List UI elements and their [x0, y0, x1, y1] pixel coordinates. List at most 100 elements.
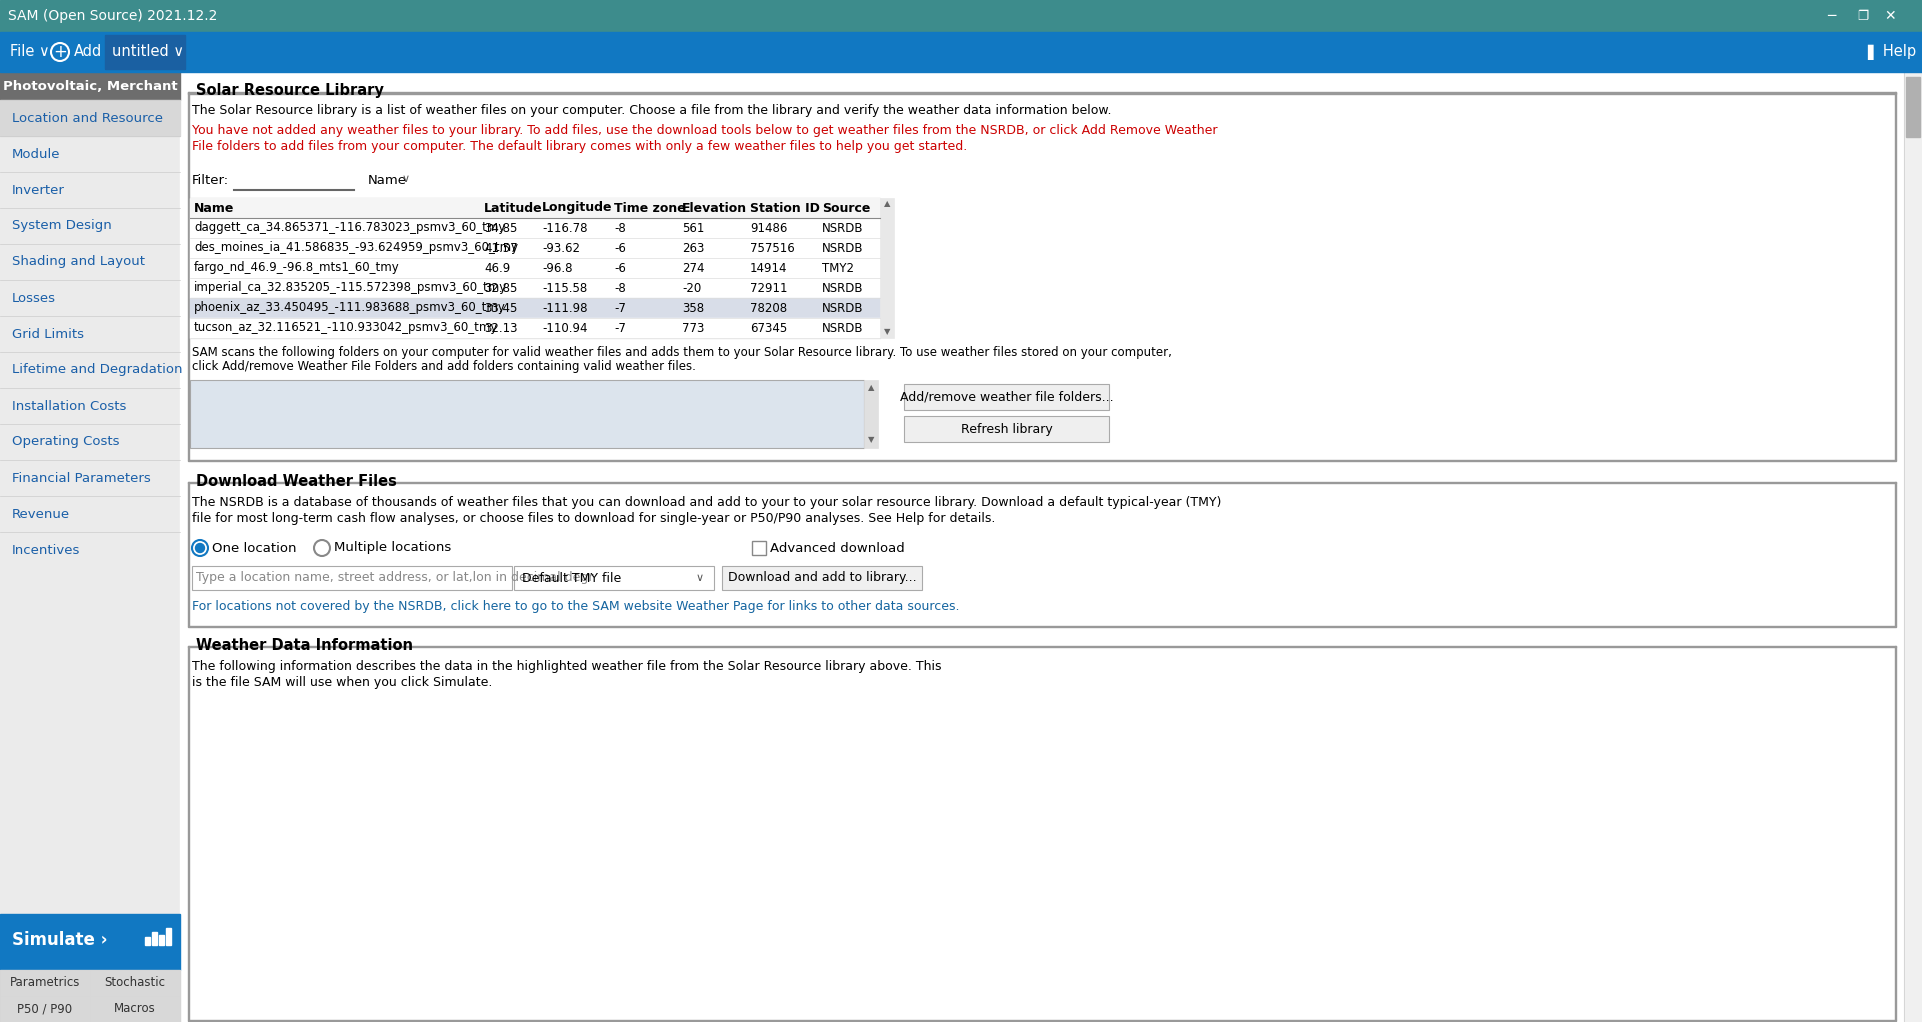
- Text: Inverter: Inverter: [12, 184, 65, 196]
- Text: 263: 263: [682, 241, 703, 254]
- Text: Multiple locations: Multiple locations: [334, 542, 452, 555]
- Text: Grid Limits: Grid Limits: [12, 327, 85, 340]
- Bar: [192, 566, 511, 590]
- Text: System Design: System Design: [12, 220, 111, 232]
- Text: 91486: 91486: [750, 222, 788, 234]
- Bar: [0, 914, 181, 970]
- Text: Name: Name: [367, 174, 407, 187]
- Text: Macros: Macros: [113, 1003, 156, 1016]
- Bar: [181, 72, 1905, 1022]
- Text: NSRDB: NSRDB: [823, 301, 863, 315]
- Bar: [90, 996, 181, 1022]
- Bar: [1907, 77, 1920, 137]
- Bar: [190, 258, 880, 278]
- Text: +: +: [54, 43, 67, 61]
- Bar: [165, 928, 171, 945]
- Text: click Add/remove Weather File Folders and add folders containing valid weather f: click Add/remove Weather File Folders an…: [192, 360, 696, 373]
- Bar: [160, 935, 163, 945]
- Text: File folders to add files from your computer. The default library comes with onl: File folders to add files from your comp…: [192, 140, 967, 153]
- Text: 78208: 78208: [750, 301, 788, 315]
- Bar: [0, 100, 181, 136]
- Bar: [188, 92, 1895, 94]
- Text: des_moines_ia_41.586835_-93.624959_psmv3_60_tmy: des_moines_ia_41.586835_-93.624959_psmv3…: [194, 241, 519, 254]
- Text: NSRDB: NSRDB: [823, 241, 863, 254]
- Text: 46.9: 46.9: [484, 262, 509, 275]
- Text: Refresh library: Refresh library: [961, 422, 1053, 435]
- Text: Lifetime and Degradation: Lifetime and Degradation: [12, 364, 183, 376]
- Text: fargo_nd_46.9_-96.8_mts1_60_tmy: fargo_nd_46.9_-96.8_mts1_60_tmy: [194, 262, 400, 275]
- Text: Time zone: Time zone: [613, 201, 686, 215]
- Text: Type a location name, street address, or lat,lon in decimal degr: Type a location name, street address, or…: [196, 571, 594, 585]
- Text: Parametrics: Parametrics: [10, 976, 81, 989]
- Bar: [106, 35, 185, 69]
- Bar: [190, 318, 880, 338]
- Text: file for most long-term cash flow analyses, or choose files to download for sing: file for most long-term cash flow analys…: [192, 512, 996, 525]
- Text: Station ID: Station ID: [750, 201, 821, 215]
- Circle shape: [192, 540, 208, 556]
- Text: Location and Resource: Location and Resource: [12, 111, 163, 125]
- Text: 72911: 72911: [750, 281, 788, 294]
- Text: TMY2: TMY2: [823, 262, 853, 275]
- Text: Download Weather Files: Download Weather Files: [196, 473, 396, 489]
- Text: Latitude: Latitude: [484, 201, 542, 215]
- Text: 274: 274: [682, 262, 705, 275]
- Text: ▼: ▼: [884, 327, 890, 336]
- Text: Add/remove weather file folders...: Add/remove weather file folders...: [899, 390, 1113, 404]
- Text: ▼: ▼: [867, 435, 875, 445]
- Text: The following information describes the data in the highlighted weather file fro: The following information describes the …: [192, 660, 942, 673]
- Text: imperial_ca_32.835205_-115.572398_psmv3_60_tmy: imperial_ca_32.835205_-115.572398_psmv3_…: [194, 281, 507, 294]
- Text: Revenue: Revenue: [12, 508, 69, 520]
- Text: Simulate ›: Simulate ›: [12, 931, 108, 949]
- Bar: [880, 198, 894, 338]
- Bar: [90, 970, 181, 996]
- Text: ▲: ▲: [867, 383, 875, 392]
- Text: Stochastic: Stochastic: [104, 976, 165, 989]
- Text: One location: One location: [211, 542, 296, 555]
- Bar: [0, 72, 181, 100]
- Bar: [190, 380, 865, 448]
- Text: Photovoltaic, Merchant: Photovoltaic, Merchant: [2, 80, 177, 93]
- Text: Installation Costs: Installation Costs: [12, 400, 127, 413]
- Text: -7: -7: [613, 301, 627, 315]
- Text: Weather Data Information: Weather Data Information: [196, 638, 413, 652]
- Text: Losses: Losses: [12, 291, 56, 305]
- Text: Source: Source: [823, 201, 871, 215]
- Bar: [152, 932, 158, 945]
- Bar: [190, 238, 880, 258]
- Text: -96.8: -96.8: [542, 262, 573, 275]
- Text: -116.78: -116.78: [542, 222, 588, 234]
- Text: Operating Costs: Operating Costs: [12, 435, 119, 449]
- Text: -115.58: -115.58: [542, 281, 588, 294]
- Text: ∨: ∨: [402, 174, 409, 184]
- Text: 33.45: 33.45: [484, 301, 517, 315]
- Bar: [865, 380, 878, 448]
- Text: You have not added any weather files to your library. To add files, use the down: You have not added any weather files to …: [192, 124, 1217, 137]
- Text: ▌ Help: ▌ Help: [1866, 44, 1916, 60]
- Text: 358: 358: [682, 301, 703, 315]
- Text: Advanced download: Advanced download: [771, 542, 905, 555]
- Text: 757516: 757516: [750, 241, 796, 254]
- Text: P50 / P90: P50 / P90: [17, 1003, 73, 1016]
- Text: ─: ─: [1828, 9, 1836, 24]
- Text: 14914: 14914: [750, 262, 788, 275]
- Text: ∨: ∨: [696, 573, 703, 583]
- Bar: [144, 937, 150, 945]
- Bar: [190, 298, 880, 318]
- Text: Financial Parameters: Financial Parameters: [12, 471, 150, 484]
- Bar: [1905, 72, 1922, 1022]
- Text: -8: -8: [613, 222, 627, 234]
- Text: Add: Add: [75, 45, 102, 59]
- Text: Download and add to library...: Download and add to library...: [728, 571, 917, 585]
- Text: -6: -6: [613, 241, 627, 254]
- Text: phoenix_az_33.450495_-111.983688_psmv3_60_tmy: phoenix_az_33.450495_-111.983688_psmv3_6…: [194, 301, 505, 315]
- Text: -111.98: -111.98: [542, 301, 588, 315]
- Bar: [903, 384, 1109, 410]
- Bar: [0, 72, 181, 1022]
- Text: NSRDB: NSRDB: [823, 281, 863, 294]
- Text: SAM scans the following folders on your computer for valid weather files and add: SAM scans the following folders on your …: [192, 346, 1172, 359]
- Text: Module: Module: [12, 147, 60, 160]
- Text: untitled ∨: untitled ∨: [111, 45, 185, 59]
- Text: 34.85: 34.85: [484, 222, 517, 234]
- Bar: [190, 278, 880, 298]
- Bar: [0, 32, 1922, 72]
